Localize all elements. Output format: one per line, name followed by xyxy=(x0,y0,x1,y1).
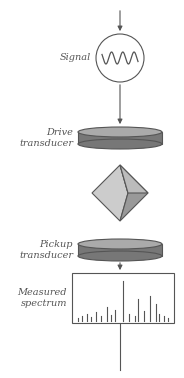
Bar xyxy=(72,273,174,323)
Polygon shape xyxy=(92,165,128,221)
Ellipse shape xyxy=(78,251,162,261)
Polygon shape xyxy=(120,165,148,193)
Bar xyxy=(78,132,162,144)
Polygon shape xyxy=(120,165,148,221)
Text: Signal: Signal xyxy=(60,54,91,62)
Ellipse shape xyxy=(78,139,162,149)
Ellipse shape xyxy=(78,127,162,137)
Ellipse shape xyxy=(78,239,162,249)
Text: Pickup
transducer: Pickup transducer xyxy=(19,240,73,260)
Text: Measured
spectrum: Measured spectrum xyxy=(17,288,67,308)
Text: Drive
transducer: Drive transducer xyxy=(19,128,73,148)
Bar xyxy=(78,244,162,256)
